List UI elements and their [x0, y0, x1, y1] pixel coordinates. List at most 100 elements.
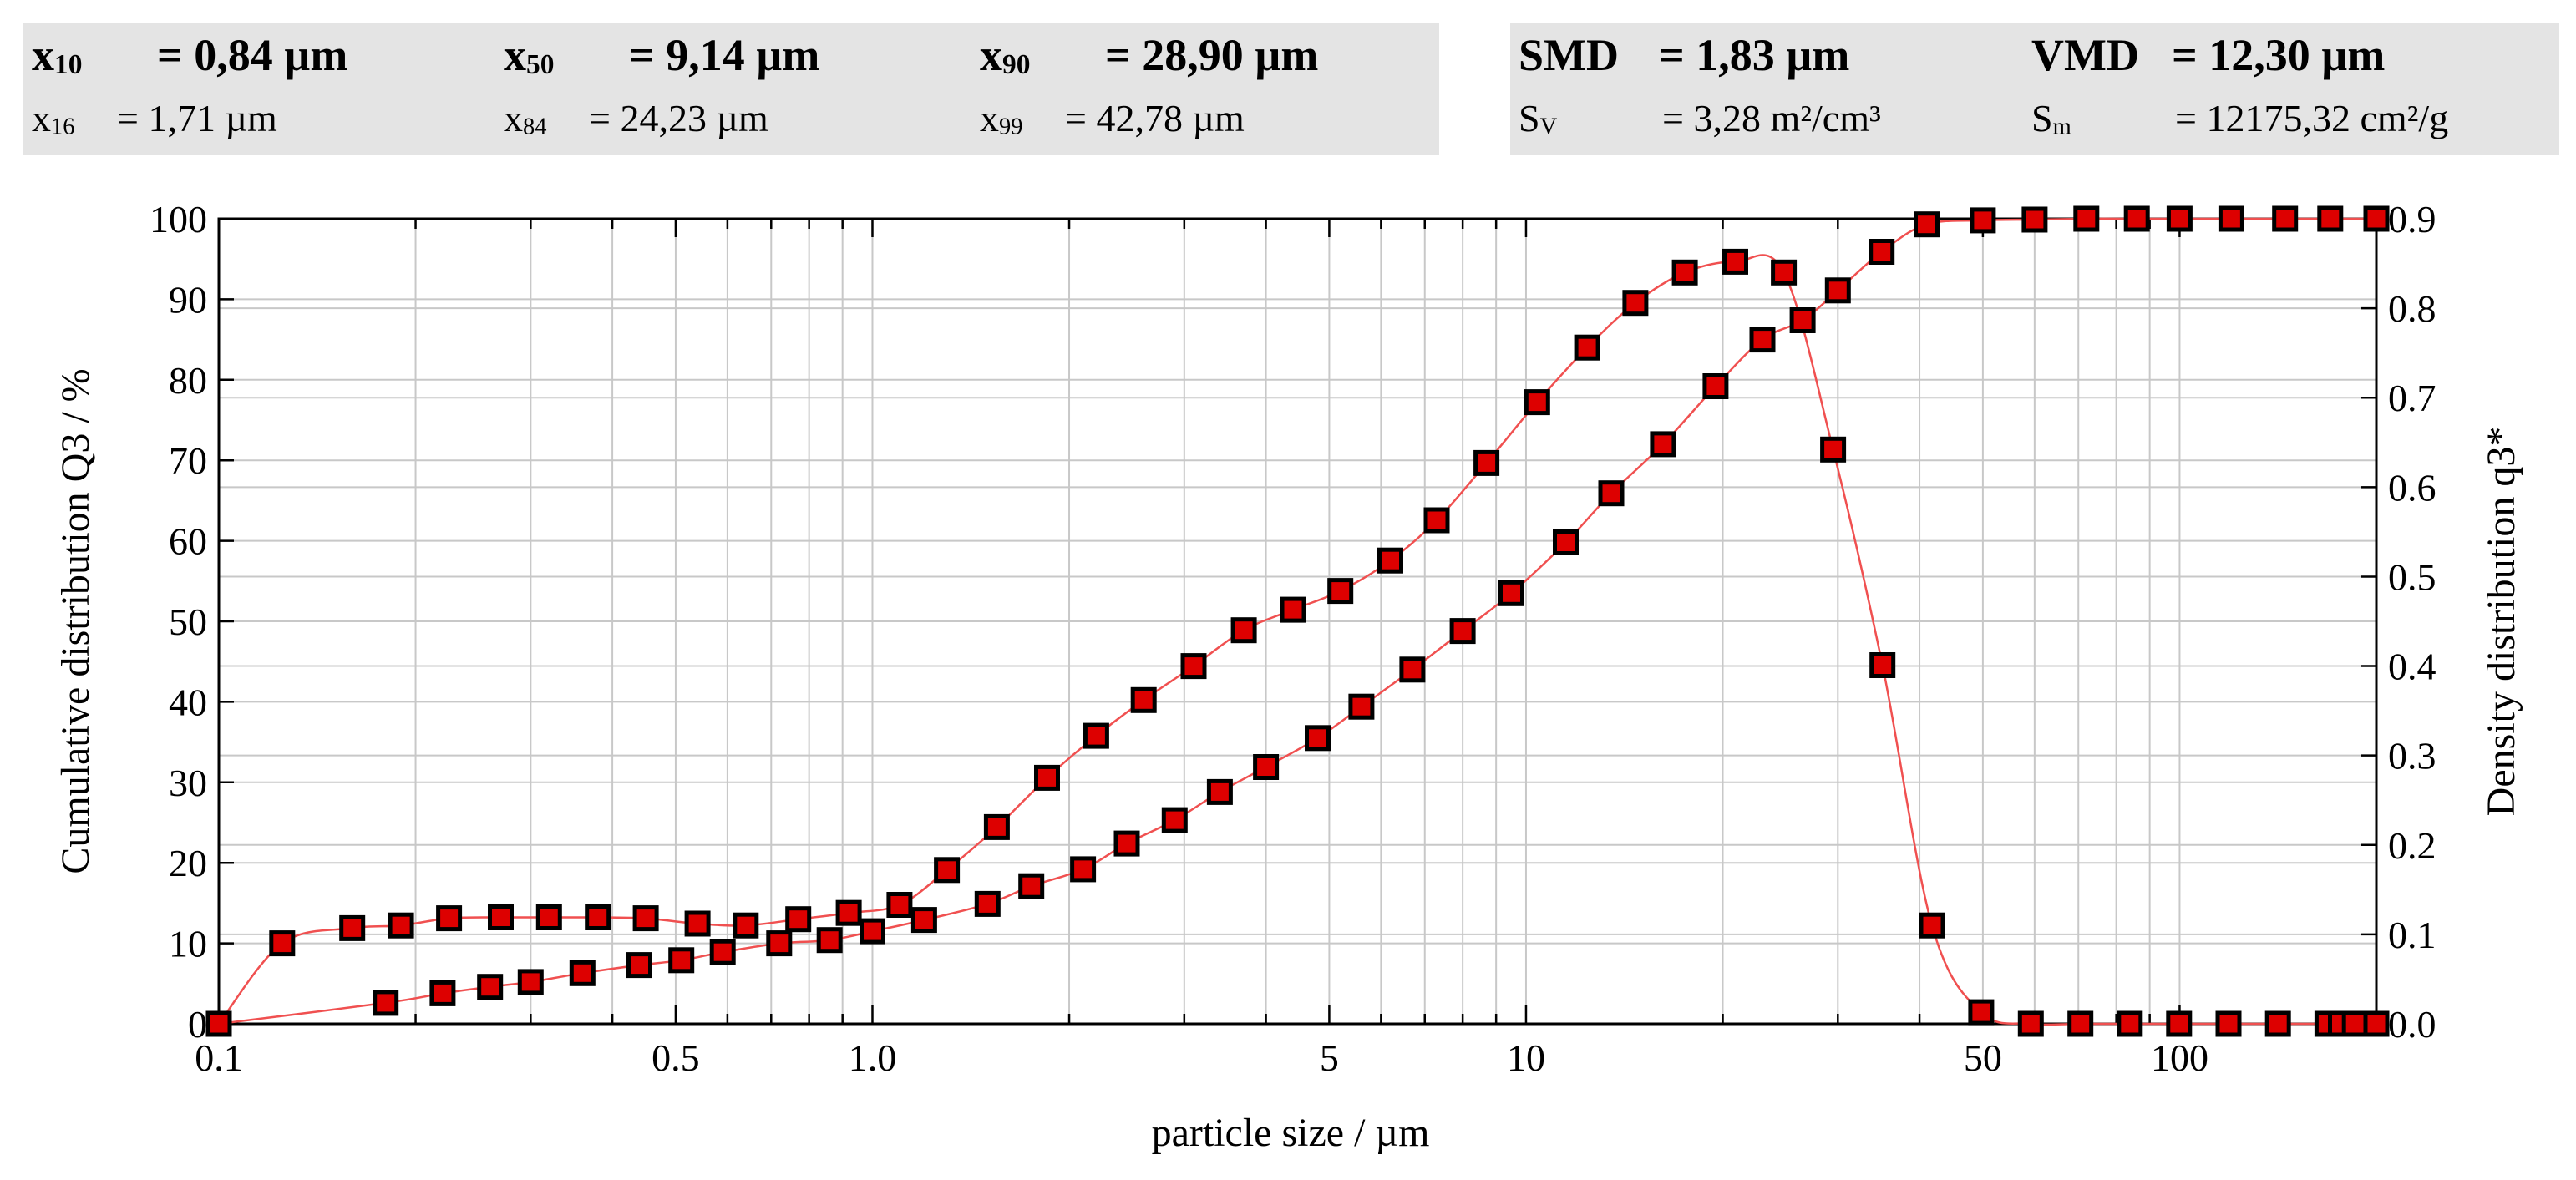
cumulative-point: [1914, 211, 1940, 238]
cumulative-point: [1970, 207, 1996, 234]
density-point: [1524, 389, 1550, 416]
cumulative-point: [1113, 830, 1140, 857]
stat-sv: SV = 3,28 m²/cm³: [1519, 96, 1881, 140]
cumulative-point: [766, 930, 793, 957]
y2-tick-label: 0.1: [2388, 914, 2437, 956]
y2-tick-label: 0.0: [2388, 1003, 2437, 1046]
cumulative-point: [1206, 778, 1233, 805]
cumulative-point: [1498, 580, 1524, 606]
stat-sm-value: = 12175,32 cm²/g: [2175, 97, 2449, 139]
density-point: [1083, 722, 1109, 749]
density-point: [1574, 334, 1600, 361]
density-point: [886, 892, 913, 918]
stat-x99: x99 = 42,78 µm: [980, 96, 1245, 140]
y-tick-label: 50: [169, 600, 207, 643]
y2-tick-label: 0.8: [2388, 287, 2437, 330]
cumulative-point: [2317, 205, 2344, 232]
x-tick-label: 1.0: [849, 1036, 897, 1079]
stat-vmd-value: = 12,30 µm: [2172, 30, 2386, 80]
stat-x50-value: = 9,14 µm: [629, 30, 820, 80]
density-point: [2363, 1010, 2390, 1037]
cumulative-point: [1399, 656, 1426, 683]
stat-x90-value: = 28,90 µm: [1105, 30, 1319, 80]
cumulative-point: [569, 960, 596, 986]
stat-x10: x10 = 0,84 µm: [32, 29, 347, 81]
density-point: [585, 904, 611, 930]
y-tick-label: 20: [169, 842, 207, 884]
density-point: [1919, 912, 1945, 939]
y-tick-label: 60: [169, 520, 207, 563]
density-point: [488, 904, 514, 930]
y-tick-label: 100: [150, 198, 207, 241]
density-point: [684, 910, 711, 937]
density-point: [1869, 652, 1896, 678]
cumulative-point: [2218, 205, 2244, 232]
x-tick-label: 0.5: [652, 1036, 700, 1079]
cumulative-point: [1449, 618, 1476, 645]
statistics-panel-left: [23, 23, 1439, 155]
stat-smd-value: = 1,83 µm: [1659, 30, 1850, 80]
chart-grid: [219, 219, 2376, 1024]
stat-x50-symbol: x: [504, 30, 526, 80]
stat-x10-symbol: x: [32, 30, 54, 80]
density-point: [1130, 686, 1157, 713]
density-point: [388, 912, 414, 939]
density-point: [2341, 1010, 2368, 1037]
stat-x10-value: = 0,84 µm: [157, 30, 348, 80]
density-point: [1423, 507, 1450, 534]
density-point: [339, 914, 366, 941]
stat-x16-subscript: 16: [51, 114, 75, 140]
stat-x84-subscript: 84: [523, 114, 547, 140]
cumulative-point: [517, 969, 544, 995]
x-tick-label: 100: [2151, 1036, 2208, 1079]
cumulative-point: [429, 980, 456, 1006]
y2-tick-label: 0.2: [2388, 824, 2437, 867]
density-point: [835, 899, 862, 926]
x-tick-label: 50: [1964, 1036, 2002, 1079]
chart-ticks: 0.1 0.5 1.0 5 10 50 100 0 10 20 30 40 50 60 70 80 90 100 0…: [150, 198, 2437, 1079]
cumulative-point: [1553, 529, 1579, 555]
cumulative-point: [2021, 206, 2048, 233]
density-point: [436, 905, 463, 932]
cumulative-point: [1305, 725, 1331, 752]
stat-x16: x16 = 1,71 µm: [32, 96, 277, 140]
y2-tick-label: 0.7: [2388, 377, 2437, 419]
cumulative-point: [1018, 873, 1045, 899]
stat-smd-symbol: SMD: [1519, 30, 1619, 80]
cumulative-point: [1348, 693, 1375, 720]
density-point: [1230, 617, 1257, 644]
stat-vmd: VMD = 12,30 µm: [2031, 29, 2385, 81]
y-tick-label: 90: [169, 278, 207, 321]
density-point: [632, 905, 659, 932]
density-point: [1180, 653, 1207, 680]
density-point: [2017, 1010, 2044, 1037]
y2-tick-label: 0.5: [2388, 555, 2437, 598]
cumulative-point: [860, 918, 885, 945]
density-point: [1622, 290, 1649, 317]
stat-vmd-symbol: VMD: [2031, 30, 2139, 80]
stat-x84-symbol: x: [504, 97, 523, 139]
density-point: [934, 857, 961, 884]
stat-sm: Sm = 12175,32 cm²/g: [2031, 96, 2448, 140]
stat-sv-subscript: V: [1539, 114, 1558, 140]
y2-tick-label: 0.3: [2388, 735, 2437, 777]
x-tick-label: 10: [1507, 1036, 1545, 1079]
cumulative-point: [477, 974, 504, 1000]
stat-sv-value: = 3,28 m²/cm³: [1662, 97, 1881, 139]
stat-x16-symbol: x: [32, 97, 51, 139]
y-tick-label: 80: [169, 359, 207, 402]
stat-x50-subscript: 50: [526, 49, 555, 81]
density-point: [983, 813, 1010, 840]
stat-x84-value: = 24,23 µm: [589, 97, 768, 139]
stat-x16-value: = 1,71 µm: [117, 97, 277, 139]
density-point: [733, 912, 759, 939]
density-point: [1377, 547, 1403, 574]
density-point: [1820, 436, 1847, 463]
cumulative-point: [1070, 856, 1097, 883]
y-tick-label: 10: [169, 923, 207, 965]
chart-markers: [205, 205, 2390, 1037]
cumulative-point: [1702, 373, 1729, 399]
density-point: [2264, 1010, 2291, 1037]
density-point: [1771, 259, 1798, 286]
stat-sv-symbol: S: [1519, 97, 1540, 139]
